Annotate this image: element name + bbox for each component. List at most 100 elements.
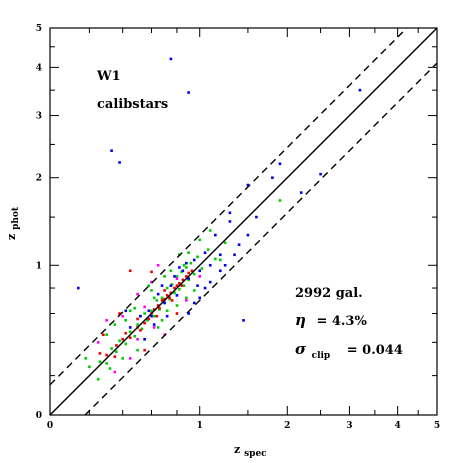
eta-value: = 4.3% xyxy=(316,314,367,329)
data-point xyxy=(98,360,102,363)
data-point xyxy=(128,326,132,329)
data-point xyxy=(136,317,139,321)
data-point xyxy=(133,334,136,338)
x-tick-label: 3 xyxy=(346,421,352,431)
data-point xyxy=(200,267,204,270)
data-point xyxy=(152,314,156,318)
data-point xyxy=(147,309,151,313)
galaxy-count: 2992 gal. xyxy=(295,286,363,301)
data-point xyxy=(228,220,232,223)
data-point xyxy=(156,326,160,329)
one-to-one-line xyxy=(50,28,437,415)
data-point xyxy=(77,286,80,290)
data-point xyxy=(136,348,139,352)
data-point xyxy=(163,289,166,292)
data-point xyxy=(170,299,174,302)
sigma-subscript: clip xyxy=(312,351,331,361)
data-point xyxy=(173,286,176,290)
data-point xyxy=(143,321,146,325)
x-axis-label: z spec xyxy=(234,443,267,459)
data-point xyxy=(203,251,207,255)
data-point xyxy=(165,314,169,318)
data-point xyxy=(187,251,190,255)
data-point xyxy=(155,299,159,302)
y-tick-label: 3 xyxy=(36,112,42,122)
data-point xyxy=(113,355,117,358)
data-point xyxy=(115,344,118,347)
data-point xyxy=(88,365,91,369)
data-point xyxy=(214,257,217,261)
y-axis-label-main: z xyxy=(5,234,18,240)
data-point xyxy=(128,357,132,360)
data-point xyxy=(160,299,164,302)
data-point xyxy=(178,287,181,291)
data-point xyxy=(192,289,196,292)
data-point xyxy=(158,308,161,311)
data-point xyxy=(175,275,179,278)
data-point xyxy=(146,319,149,322)
data-point xyxy=(143,337,146,341)
x-tick-label: 4 xyxy=(394,421,400,431)
y-tick-label: 2 xyxy=(36,174,42,184)
data-point xyxy=(118,161,121,164)
data-point xyxy=(121,337,124,341)
data-point xyxy=(233,253,236,257)
data-point xyxy=(169,284,173,287)
data-point xyxy=(175,277,179,280)
data-point xyxy=(278,162,282,166)
x-axis-label-main: z xyxy=(234,443,240,456)
data-point xyxy=(192,301,196,305)
data-point xyxy=(185,261,188,265)
y-axis-label-group: z phot xyxy=(5,206,21,240)
eta-symbol: η xyxy=(295,311,306,329)
y-axis-label-subscript: phot xyxy=(11,206,21,230)
data-point xyxy=(187,277,190,280)
field-label: W1 xyxy=(96,69,121,84)
data-point xyxy=(165,309,169,313)
data-point xyxy=(160,319,164,322)
data-point xyxy=(147,284,151,287)
data-point xyxy=(169,57,173,61)
y-tick-label: 0 xyxy=(36,411,42,421)
data-point xyxy=(203,286,207,290)
data-point xyxy=(175,284,179,287)
data-point xyxy=(208,263,212,267)
y-tick-label: 5 xyxy=(36,24,42,34)
data-point xyxy=(173,275,176,278)
data-point xyxy=(185,275,188,278)
data-point xyxy=(128,269,132,273)
data-point xyxy=(113,370,117,374)
data-point xyxy=(124,319,128,322)
data-point xyxy=(121,314,124,318)
data-point xyxy=(175,312,179,315)
data-point xyxy=(185,299,188,302)
data-point xyxy=(218,253,222,257)
lower-outlier-line xyxy=(84,62,437,415)
data-point xyxy=(136,337,139,341)
sigma-stat: σ clip = 0.044 xyxy=(295,340,403,362)
y-axis-label: z phot xyxy=(5,206,21,240)
data-point xyxy=(163,297,166,301)
data-point xyxy=(223,263,227,267)
data-point xyxy=(178,266,181,269)
data-point xyxy=(105,353,108,357)
data-point xyxy=(173,291,176,295)
data-point xyxy=(196,255,199,259)
data-point xyxy=(319,172,322,176)
data-point xyxy=(139,314,142,318)
data-point xyxy=(143,305,146,309)
data-point xyxy=(180,284,184,287)
x-tick-label: 2 xyxy=(284,421,290,431)
sigma-symbol: σ xyxy=(295,340,307,358)
data-point xyxy=(169,291,173,295)
reference-lines xyxy=(50,28,437,415)
x-tick-label: 1 xyxy=(197,421,203,431)
data-point xyxy=(110,149,113,152)
data-point xyxy=(299,191,303,194)
data-point xyxy=(108,367,112,370)
data-point xyxy=(208,280,212,284)
data-point xyxy=(102,333,105,337)
data-point xyxy=(128,309,132,313)
data-point xyxy=(128,336,132,340)
